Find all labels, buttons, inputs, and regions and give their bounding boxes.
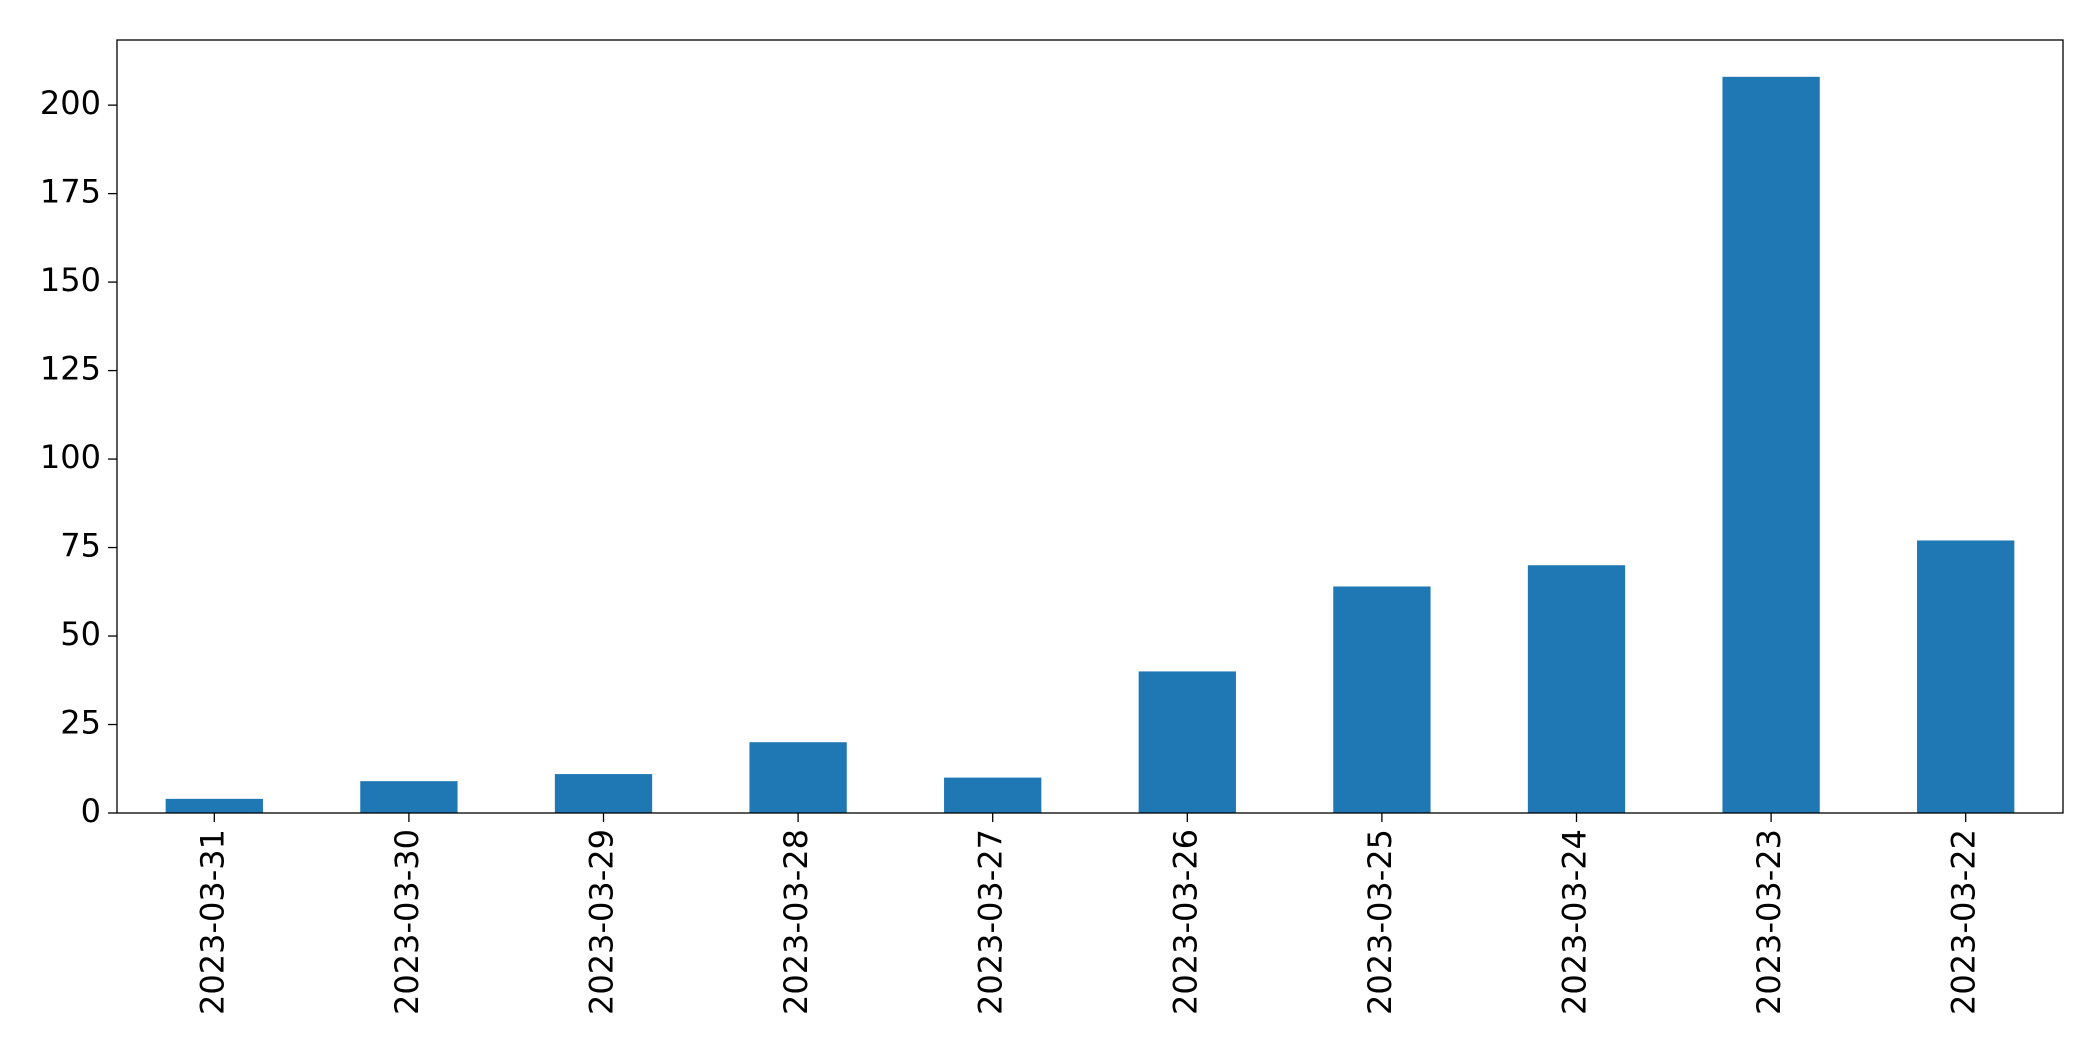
x-tick-label: 2023-03-28: [777, 829, 815, 1015]
x-tick-label: 2023-03-27: [972, 829, 1010, 1015]
x-tick-label: 2023-03-31: [193, 829, 231, 1015]
y-tick-label: 0: [81, 792, 101, 830]
bar: [749, 742, 847, 813]
y-tick-label: 100: [40, 438, 101, 476]
bar: [944, 777, 1042, 813]
y-tick-label: 150: [40, 261, 101, 299]
x-tick-label: 2023-03-24: [1556, 829, 1594, 1015]
y-tick-label: 200: [40, 84, 101, 122]
x-tick-label: 2023-03-26: [1166, 829, 1204, 1015]
plot-frame: [116, 39, 2064, 814]
bar: [1333, 586, 1431, 813]
y-tick-label: 25: [60, 704, 101, 742]
y-tick-label: 50: [60, 615, 101, 653]
y-tick-label: 175: [40, 173, 101, 211]
bar: [554, 774, 653, 813]
bar: [1722, 76, 1820, 814]
x-tick-label: 2023-03-25: [1361, 829, 1399, 1015]
y-tick-label: 125: [40, 350, 101, 388]
bar: [1917, 540, 2015, 813]
y-tick-label: 75: [60, 527, 101, 565]
bar: [165, 798, 263, 813]
bar: [1527, 565, 1626, 813]
x-tick-label: 2023-03-29: [583, 829, 621, 1015]
x-tick-label: 2023-03-23: [1750, 829, 1788, 1015]
x-tick-label: 2023-03-30: [388, 829, 426, 1015]
bar: [360, 781, 458, 813]
x-tick-label: 2023-03-22: [1945, 829, 1983, 1015]
bar: [1138, 671, 1236, 813]
